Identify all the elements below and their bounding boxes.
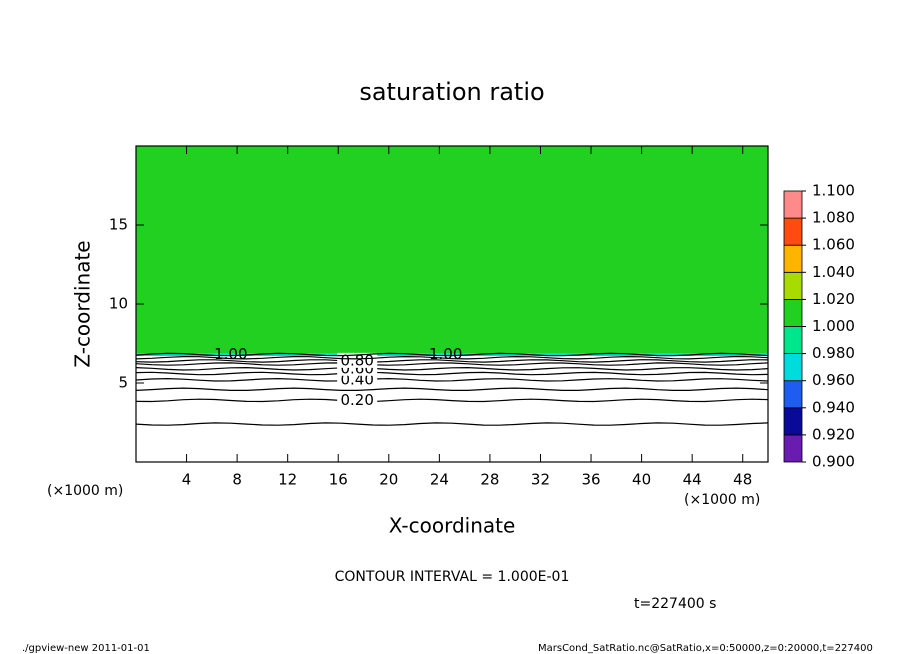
x-tick-label: 36 [581,471,600,489]
colorbar-label: 1.040 [812,263,855,281]
contour-label: 1.00 [429,345,462,363]
colorbar-label: 1.080 [812,209,855,227]
contour-line [135,355,769,360]
x-unit: (×1000 m) [47,483,123,499]
contour-label: 0.20 [340,391,373,409]
colorbar-label: 1.100 [812,182,855,200]
colorbar-label: 0.940 [812,398,855,416]
colorbar-box [783,298,803,327]
x-tick-label: 16 [329,471,348,489]
colorbar-box [783,271,803,300]
contour-line [135,359,769,363]
colorbar-box [783,244,803,273]
y-tick-label: 15 [109,216,128,234]
x-tick-label: 12 [278,471,297,489]
contour-label: 1.00 [214,345,247,363]
x-tick-label: 24 [430,471,449,489]
colorbar-box [783,217,803,246]
x-tick-label: 8 [232,471,242,489]
footer-left: ./gpview-new 2011-01-01 [22,643,150,654]
colorbar-label: 0.960 [812,371,855,389]
contour-line [135,422,769,426]
x-axis-label: X-coordinate [389,514,516,538]
contour-line [135,352,769,357]
colorbar-label: 0.900 [812,453,855,471]
contour-line [135,377,769,382]
colorbar-box [783,434,803,463]
colorbar-label: 1.020 [812,290,855,308]
y-tick-label: 5 [118,374,128,392]
contour-line [135,387,769,391]
time-label: t=227400 s [634,596,716,612]
colorbar-box [783,326,803,355]
chart-title: saturation ratio [359,78,544,106]
x-tick-label: 4 [182,471,192,489]
saturated-region [136,146,768,355]
colorbar-box [783,407,803,436]
colorbar-label: 0.920 [812,425,855,443]
x-tick-label: 48 [733,471,752,489]
colorbar-label: 0.980 [812,344,855,362]
contour-line [135,366,769,371]
contour-line [135,398,769,403]
x-tick-label: 32 [531,471,550,489]
colorbar-box [783,380,803,409]
colorbar-box [783,353,803,382]
contour-interval: CONTOUR INTERVAL = 1.000E-01 [335,569,570,585]
x-tick-label: 20 [379,471,398,489]
x-tick-label: 40 [632,471,651,489]
contour-line [135,371,769,376]
x-tick-label: 44 [683,471,702,489]
colorbar-label: 1.000 [812,317,855,335]
footer-right: MarsCond_SatRatio.nc@SatRatio,x=0:50000,… [538,643,873,654]
contour-line [135,362,769,366]
x-tick-label: 28 [480,471,499,489]
y-tick-label: 10 [109,295,128,313]
contour-label-bg [337,352,378,368]
colorbar-label: 1.060 [812,236,855,254]
y-axis-label: Z-coordinate [71,240,95,367]
colorbar-box [783,190,803,219]
contour-label-bg [337,392,378,408]
x-unit: (×1000 m) [684,492,760,508]
